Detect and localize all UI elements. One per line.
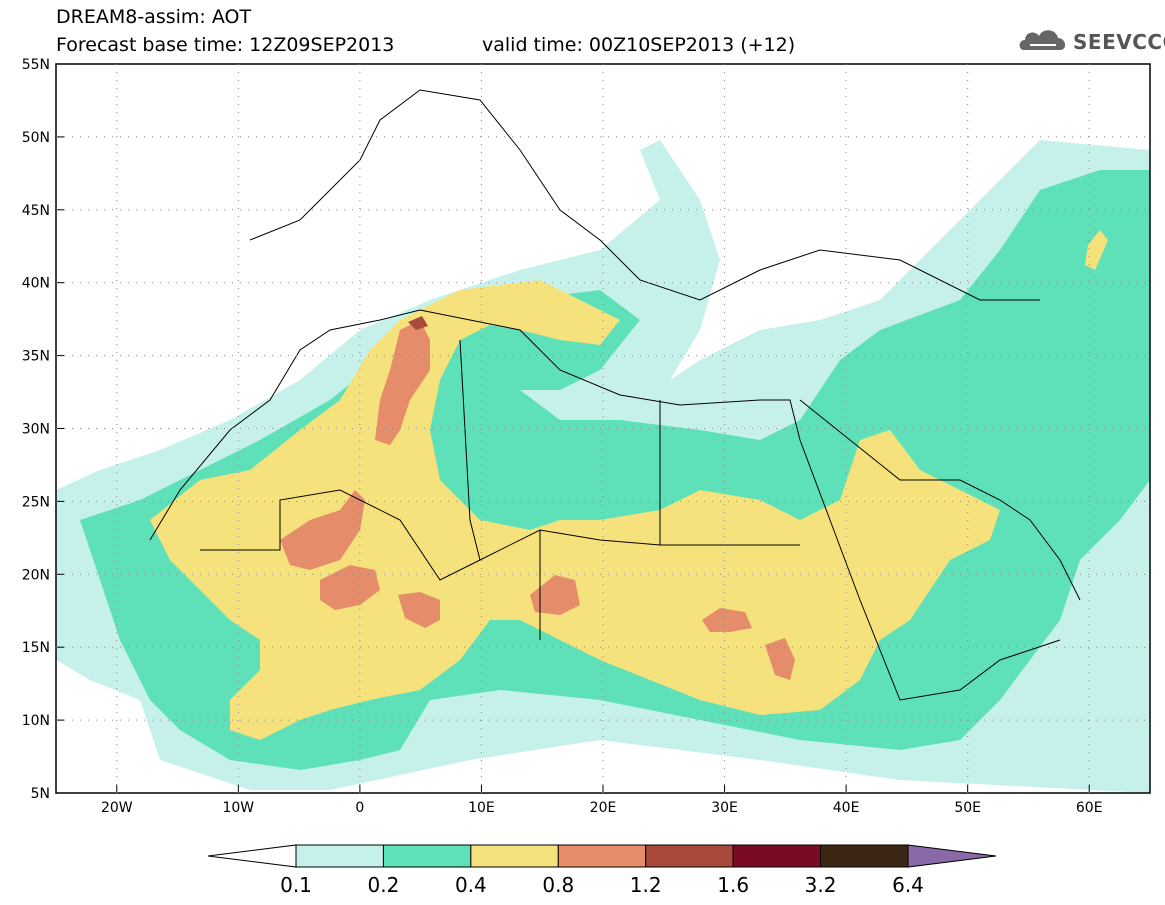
colorbar-swatch	[382, 844, 472, 868]
aot-band-0.8-f	[702, 608, 752, 632]
lat-tick-label: 30N	[22, 422, 50, 438]
lat-tick-label: 50N	[22, 130, 50, 146]
colorbar-swatch	[732, 844, 822, 868]
colorbar-label: 1.6	[717, 873, 749, 897]
aot-band-0.8-d	[398, 592, 440, 628]
colorbar-swatch	[820, 844, 909, 868]
aot-band-0.8-b	[280, 490, 365, 570]
colorbar-swatch	[295, 844, 384, 868]
lat-tick-label: 10N	[22, 713, 50, 729]
lat-axis: 55N 50N 45N 40N 35N 30N 25N 20N 15N 10N 5N	[22, 57, 64, 802]
aot-band-0.8-c	[320, 565, 380, 610]
lon-tick-label: 10E	[468, 800, 495, 816]
cloud-icon	[1019, 30, 1066, 50]
lat-tick-label: 20N	[22, 567, 50, 583]
map-title: DREAM8-assim: AOT	[56, 6, 252, 28]
colorbar-over-triangle	[907, 844, 997, 868]
lon-tick-label: 20E	[590, 800, 617, 816]
aot-band-0.4-caspian	[1085, 230, 1108, 270]
colorbar-label: 0.2	[368, 873, 400, 897]
forecast-base-time: Forecast base time: 12Z09SEP2013	[56, 34, 395, 56]
coastline-africa	[149, 309, 1061, 701]
lon-tick-label: 20W	[101, 800, 133, 816]
colorbar-swatch	[645, 844, 734, 868]
colorbar-label: 6.4	[892, 873, 924, 897]
aot-fields	[56, 140, 1150, 793]
lat-tick-label: 35N	[22, 349, 50, 365]
colorbar-label: 0.1	[280, 873, 312, 897]
valid-time: valid time: 00Z10SEP2013 (+12)	[482, 34, 796, 56]
lat-tick-label: 45N	[22, 203, 50, 219]
colorbar-swatch	[470, 844, 559, 868]
aot-band-0.8-a	[375, 320, 430, 445]
colorbar-label: 0.4	[455, 873, 487, 897]
lat-tick-label: 25N	[22, 494, 50, 510]
logo-text: SEEVCCC	[1073, 30, 1165, 54]
lon-axis: 20W 10W 0 10E 20E 30E 40E 50E 60E	[101, 785, 1103, 816]
lat-tick-label: 55N	[22, 57, 50, 73]
aot-band-0.8-g	[765, 638, 795, 680]
aot-band-1.2	[408, 316, 428, 330]
lon-tick-label: 50E	[954, 800, 981, 816]
lon-tick-label: 40E	[833, 800, 860, 816]
colorbar-label: 1.2	[630, 873, 662, 897]
colorbar-under-triangle	[207, 844, 297, 868]
lat-tick-label: 15N	[22, 640, 50, 656]
border-lines	[200, 339, 800, 640]
colorbar-swatch	[557, 844, 647, 868]
lon-tick-label: 0	[355, 800, 364, 816]
colorbar: 0.1 0.2 0.4 0.8 1.2 1.6 3.2 6.4	[207, 844, 997, 897]
lat-tick-label: 40N	[22, 276, 50, 292]
coastline-arabia	[799, 399, 1081, 601]
aot-band-0.4	[150, 280, 1000, 740]
lon-tick-label: 60E	[1076, 800, 1103, 816]
lat-tick-label: 5N	[31, 786, 50, 802]
lon-tick-label: 10W	[222, 800, 254, 816]
aot-band-0.8-e	[530, 575, 580, 615]
colorbar-label: 0.8	[542, 873, 574, 897]
colorbar-label: 3.2	[805, 873, 837, 897]
lon-tick-label: 30E	[711, 800, 738, 816]
